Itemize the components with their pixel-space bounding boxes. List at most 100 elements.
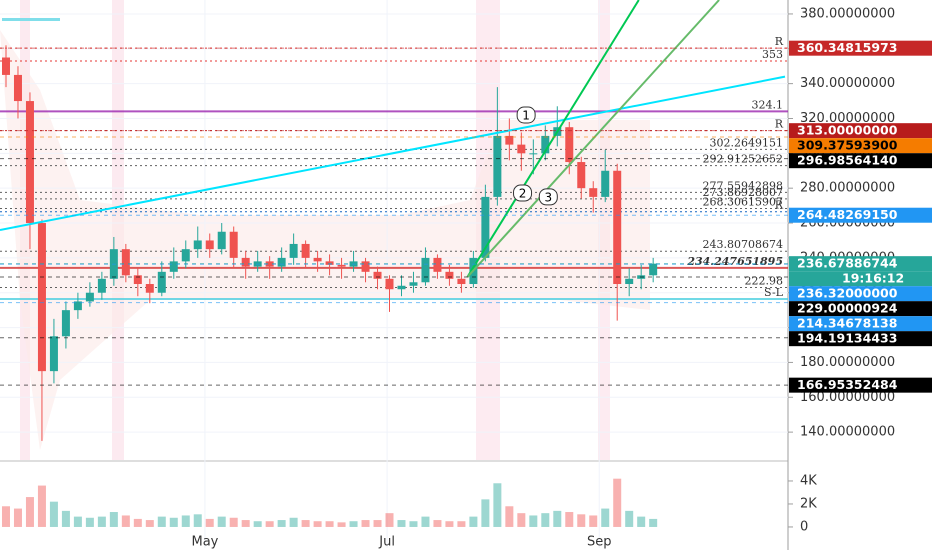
volume-bar xyxy=(373,520,382,527)
volume-bar xyxy=(25,497,34,527)
candle-body xyxy=(457,278,466,285)
candle-body xyxy=(37,223,46,372)
price-tag-label: 309.37593900 xyxy=(797,138,898,153)
callout-label: 2 xyxy=(519,187,527,201)
candle-body xyxy=(601,170,610,197)
volume-bar xyxy=(493,483,502,527)
level-label: 234.247651895 xyxy=(686,255,783,268)
candle-body xyxy=(505,135,514,145)
candle-body xyxy=(325,261,334,265)
candle-body xyxy=(517,144,526,154)
candle-body xyxy=(265,261,274,267)
callout xyxy=(538,188,558,206)
price-tag xyxy=(789,377,932,393)
price-tag xyxy=(789,316,932,332)
volume-bar xyxy=(121,515,130,527)
y-tick-label: 320.00000000 xyxy=(800,111,895,126)
y-tick-label: 280.00000000 xyxy=(800,181,895,196)
price-tag-label: 194.19134433 xyxy=(797,331,897,346)
candle-body xyxy=(649,263,658,276)
y-tick-label: 340.00000000 xyxy=(800,76,895,91)
candle-body xyxy=(589,188,598,197)
volume-bar xyxy=(109,512,118,527)
trendline xyxy=(0,75,786,231)
trendline xyxy=(466,0,720,278)
price-tag-label: 296.98564140 xyxy=(797,153,898,168)
volume-bar xyxy=(241,520,250,527)
volume-bar xyxy=(133,518,142,527)
volume-bar xyxy=(73,516,82,527)
volume-bar xyxy=(325,521,334,527)
y-tick-label: 160.00000000 xyxy=(800,390,895,405)
candle-body xyxy=(205,240,214,250)
candle-body xyxy=(13,74,22,102)
volume-bar xyxy=(277,520,286,527)
volume-bar xyxy=(625,510,634,527)
candle-body xyxy=(625,278,634,285)
volume-bar xyxy=(193,514,202,527)
volume-bar xyxy=(205,518,214,527)
candle-body xyxy=(313,257,322,262)
y-tick-label: 140.00000000 xyxy=(800,425,895,440)
volume-bar xyxy=(49,501,58,527)
volume-bar xyxy=(637,516,646,527)
x-tick-label: May xyxy=(191,535,218,550)
volume-bar xyxy=(589,515,598,527)
volume-bar xyxy=(433,520,442,527)
callout-label: 3 xyxy=(544,190,552,204)
y-tick-label: 180.00000000 xyxy=(800,355,895,370)
volume-bar xyxy=(1,506,10,527)
price-tag xyxy=(789,331,932,347)
candle-body xyxy=(277,257,286,267)
candle-body xyxy=(613,170,622,285)
volume-bar xyxy=(37,485,46,527)
candle-body xyxy=(85,292,94,302)
volume-bar xyxy=(97,516,106,527)
price-tag-label: 236.32000000 xyxy=(797,286,898,301)
level-label: 302.2649151 xyxy=(710,136,783,149)
volume-bar xyxy=(229,517,238,527)
countdown-tag xyxy=(789,271,932,287)
callout xyxy=(516,106,536,124)
candle-body xyxy=(193,240,202,250)
price-tag xyxy=(789,207,932,223)
candle-body xyxy=(145,284,154,293)
candle-body xyxy=(409,282,418,286)
price-tag xyxy=(789,256,932,272)
volume-bar xyxy=(529,515,538,527)
callout xyxy=(513,184,533,202)
price-tag-label: 229.00000924 xyxy=(797,301,898,316)
x-tick-label: Sep xyxy=(587,535,612,550)
volume-bar xyxy=(337,522,346,527)
level-label: 243.80708674 xyxy=(703,238,783,251)
level-label: R xyxy=(775,35,784,48)
y-tick-label: 380.00000000 xyxy=(800,6,895,21)
volume-bar xyxy=(289,517,298,527)
level-label: 273.86928007 xyxy=(703,186,783,199)
volume-bar xyxy=(157,516,166,527)
candle-body xyxy=(301,243,310,258)
price-tag xyxy=(789,286,932,302)
candle-body xyxy=(433,257,442,272)
candle-body xyxy=(361,261,370,272)
volume-bar xyxy=(469,516,478,527)
volume-tick-label: 2K xyxy=(800,496,817,511)
level-label: S-L xyxy=(764,286,784,299)
candle-body xyxy=(217,231,226,250)
volume-bar xyxy=(181,515,190,527)
volume-bar xyxy=(409,521,418,527)
level-label: 222.98 xyxy=(745,275,784,288)
price-tag-label: 166.95352484 xyxy=(797,377,898,392)
candle-body xyxy=(73,301,82,311)
candle-body xyxy=(397,285,406,290)
level-label: 353 xyxy=(762,48,783,61)
level-label: 268.30615907 xyxy=(703,196,783,209)
price-tag xyxy=(789,123,932,139)
price-tag xyxy=(789,301,932,317)
candle-body xyxy=(157,271,166,293)
candle-body xyxy=(373,271,382,279)
candle-body xyxy=(493,135,502,197)
trendline xyxy=(466,0,640,278)
candle-body xyxy=(61,310,70,337)
